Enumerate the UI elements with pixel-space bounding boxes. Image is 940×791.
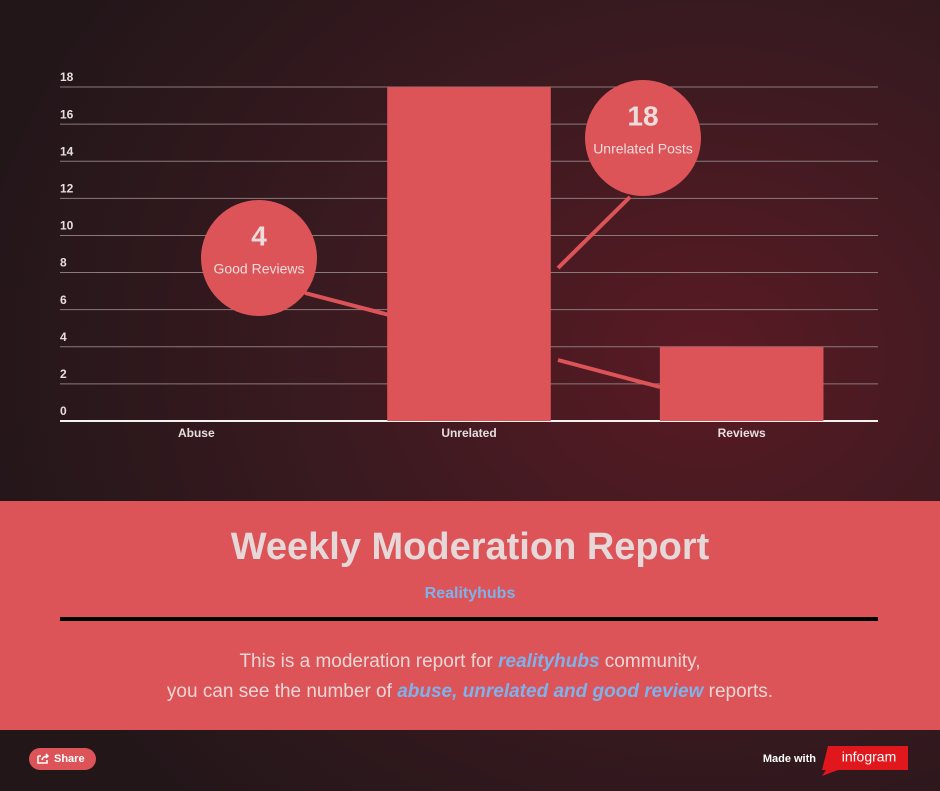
connector — [304, 291, 394, 318]
annotation-label: Unrelated Posts — [593, 141, 693, 157]
report-panel — [0, 501, 940, 730]
description-text: you can see the number of — [167, 681, 397, 702]
annotation-value: 18 — [627, 100, 658, 131]
annotation-bubble — [201, 200, 317, 316]
made-with: Made with — [763, 753, 816, 765]
chart: 0 2 4 6 8 10 12 14 16 18 Abuse Unrelated Reviews 4 Goo… — [60, 70, 878, 440]
share-icon — [37, 753, 50, 764]
connector — [556, 195, 632, 270]
description-highlight: realityhubs — [498, 651, 599, 672]
y-tick-label: 16 — [60, 107, 74, 121]
y-tick-label: 12 — [60, 182, 74, 196]
y-tick-label: 8 — [60, 256, 67, 270]
connector — [557, 358, 661, 389]
annotation-value: 4 — [251, 220, 267, 251]
x-tick-label: Unrelated — [441, 426, 496, 440]
y-tick-label: 4 — [60, 330, 67, 344]
brand-name[interactable]: infogram — [842, 749, 896, 765]
y-tick-label: 2 — [60, 367, 67, 381]
share-button[interactable]: Share — [29, 748, 96, 770]
y-tick-label: 6 — [60, 293, 67, 307]
x-tick-label: Abuse — [178, 426, 215, 440]
report-title: Weekly Moderation Report — [231, 526, 710, 568]
report-subtitle: Realityhubs — [425, 585, 516, 602]
brand-logo[interactable] — [822, 746, 908, 776]
description: This is a moderation report for realityh… — [167, 651, 773, 702]
y-tick-label: 10 — [60, 219, 74, 233]
bar — [387, 87, 551, 421]
y-tick-label: 14 — [60, 144, 74, 158]
description-text: community, — [600, 651, 701, 672]
description-text: reports. — [703, 681, 773, 702]
share-label[interactable]: Share — [54, 753, 85, 765]
divider — [60, 617, 878, 621]
description-line: you can see the number of abuse, unrelat… — [167, 681, 773, 702]
description-text: This is a moderation report for — [239, 651, 498, 672]
y-tick-label: 18 — [60, 70, 74, 84]
annotation-label: Good Reviews — [213, 261, 304, 277]
x-tick-label: Reviews — [718, 426, 766, 440]
share-button-bg[interactable] — [29, 748, 96, 770]
annotation-bubble — [585, 80, 701, 196]
y-tick-label: 0 — [60, 404, 67, 418]
bar — [659, 346, 824, 421]
description-line: This is a moderation report for realityh… — [239, 651, 700, 672]
description-highlight: abuse, unrelated and good review — [397, 681, 704, 702]
